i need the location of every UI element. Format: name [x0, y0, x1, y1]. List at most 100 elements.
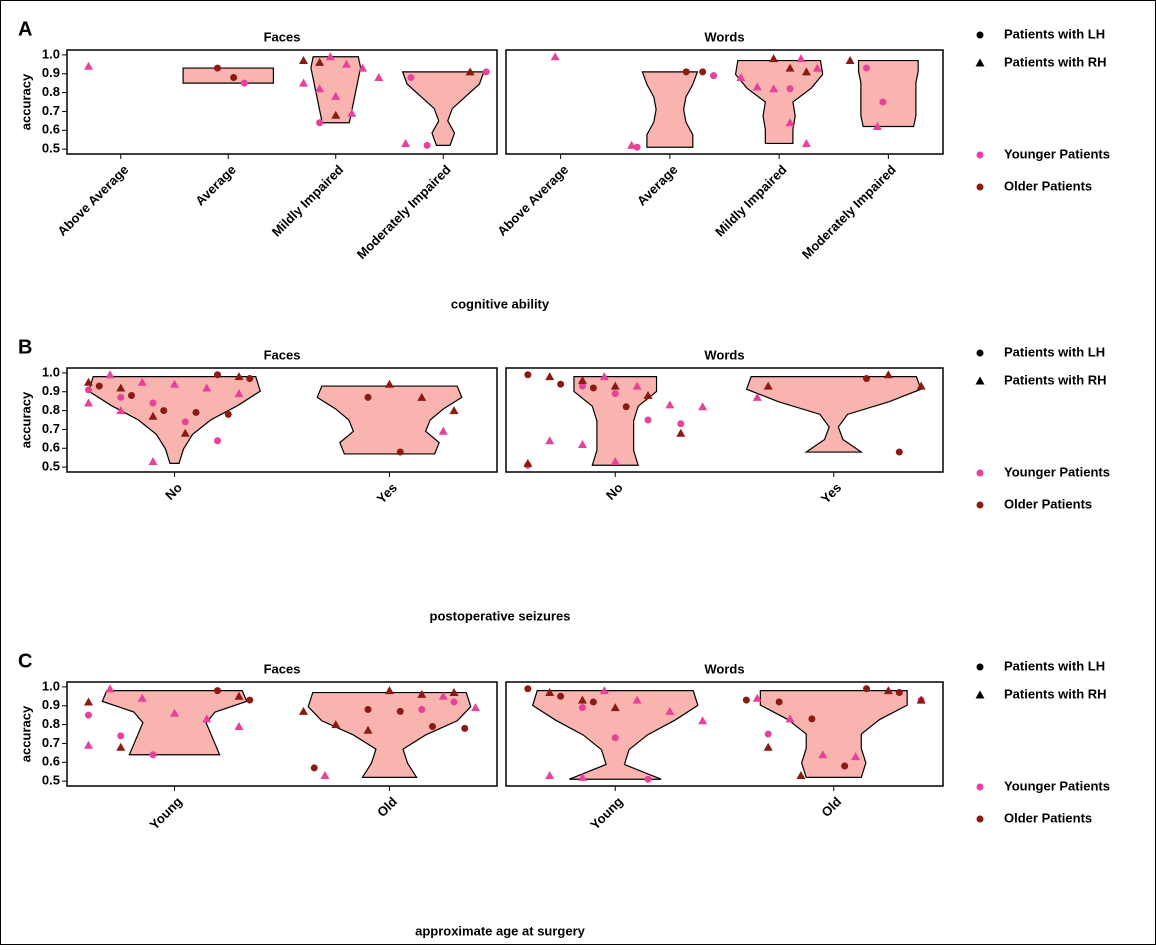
data-point — [895, 448, 903, 456]
y-tick-label: 0.7 — [42, 103, 60, 118]
data-point — [863, 375, 871, 383]
data-point — [801, 138, 811, 147]
facet-title: Words — [704, 347, 744, 362]
y-tick-label: 0.7 — [42, 421, 60, 436]
data-point — [234, 721, 244, 730]
y-tick-label: 1.0 — [42, 46, 60, 61]
data-point — [385, 686, 394, 695]
legend-marker — [976, 183, 984, 191]
legend-label: Older Patients — [1004, 810, 1092, 825]
data-point — [137, 693, 147, 702]
data-point — [632, 381, 642, 390]
plot-frame — [505, 49, 944, 155]
data-point — [299, 56, 308, 65]
data-point — [214, 64, 221, 72]
legend-marker — [975, 376, 985, 385]
data-point — [214, 437, 221, 445]
legend-marker — [976, 469, 984, 477]
data-point — [246, 696, 254, 704]
data-point — [589, 384, 597, 392]
data-point — [299, 706, 308, 715]
data-point — [812, 63, 822, 72]
legend-label: Patients with RH — [1004, 54, 1107, 69]
data-point — [633, 143, 641, 151]
data-point — [438, 691, 448, 700]
data-point — [170, 708, 179, 717]
data-point — [482, 68, 490, 76]
data-point — [180, 428, 190, 437]
y-tick-label: 1.0 — [42, 678, 60, 693]
data-point — [643, 391, 653, 399]
legend-label: Older Patients — [1004, 496, 1092, 511]
data-point — [752, 392, 762, 401]
data-point — [84, 398, 93, 407]
facet-title: Faces — [264, 29, 301, 44]
data-point — [234, 372, 244, 381]
data-point — [358, 63, 368, 72]
data-point — [342, 59, 351, 68]
y-tick-label: 0.5 — [42, 773, 60, 788]
data-point — [170, 379, 179, 388]
data-point — [450, 698, 458, 706]
legend-marker — [975, 58, 985, 67]
data-point — [610, 456, 620, 465]
data-point — [240, 79, 248, 87]
data-point — [872, 122, 882, 130]
data-point — [401, 138, 411, 147]
plot-frame — [66, 681, 498, 787]
violin — [573, 376, 658, 466]
data-point — [578, 704, 586, 712]
data-point — [315, 57, 325, 66]
data-point — [325, 52, 335, 61]
y-tick-label: 0.9 — [42, 697, 60, 712]
data-point — [116, 742, 126, 751]
data-point — [364, 393, 372, 401]
data-point — [677, 420, 685, 428]
violin — [401, 71, 485, 146]
data-point — [160, 407, 168, 415]
data-point — [407, 74, 415, 81]
data-point — [449, 406, 459, 415]
data-point — [879, 98, 887, 106]
data-point — [845, 56, 855, 65]
data-point — [105, 370, 115, 379]
y-tick-label: 0.9 — [42, 65, 60, 80]
data-point — [764, 730, 772, 738]
data-point — [449, 688, 459, 697]
data-point — [545, 372, 555, 381]
y-tick-label: 0.8 — [42, 402, 60, 417]
data-point — [364, 706, 372, 713]
legend-marker — [976, 349, 984, 357]
y-tick-label: 0.7 — [42, 735, 60, 750]
data-point — [578, 382, 586, 390]
legend-label: Younger Patients — [1004, 778, 1110, 793]
data-point — [736, 73, 746, 81]
data-point — [841, 762, 849, 770]
data-point — [234, 389, 244, 398]
data-point — [316, 119, 324, 127]
legend-marker — [976, 783, 984, 791]
violin — [310, 56, 362, 124]
panel-label: B — [18, 336, 32, 358]
data-point — [577, 375, 587, 384]
data-point — [374, 73, 384, 81]
data-point — [471, 703, 480, 712]
data-point — [230, 74, 238, 81]
data-point — [577, 772, 587, 781]
data-point — [785, 118, 795, 127]
data-point — [610, 381, 620, 390]
data-point — [916, 695, 926, 704]
violin — [745, 376, 922, 453]
data-point — [801, 67, 811, 76]
legend-marker — [976, 815, 984, 823]
data-point — [417, 689, 427, 698]
violin — [101, 690, 248, 756]
data-point — [246, 375, 254, 383]
data-point — [742, 696, 750, 704]
data-point — [796, 54, 806, 63]
data-point — [117, 732, 125, 740]
facet-title: Words — [704, 661, 744, 676]
legend-label: Patients with RH — [1004, 686, 1107, 701]
data-point — [763, 742, 773, 751]
data-point — [632, 695, 642, 704]
